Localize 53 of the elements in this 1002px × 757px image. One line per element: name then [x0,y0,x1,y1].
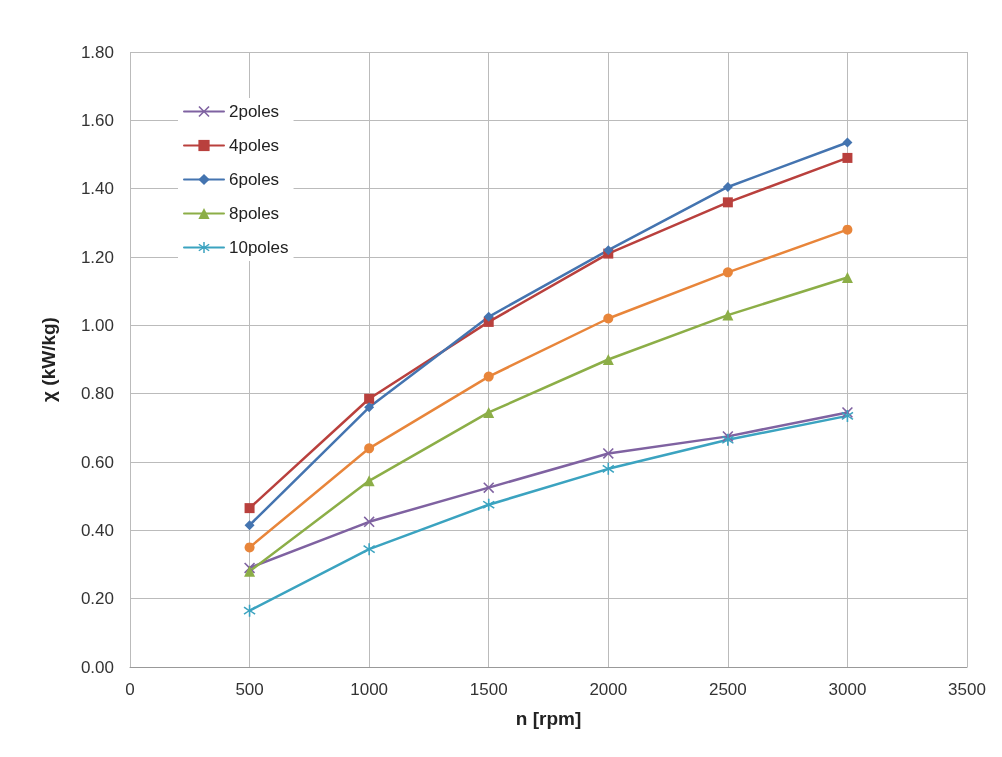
point [363,516,375,528]
point [842,224,853,235]
x-tick-label: 3500 [948,680,986,699]
legend-label: 6poles [229,170,280,189]
point [841,272,853,283]
x-axis-title: n [rpm] [515,708,582,729]
y-tick-label: 0.80 [80,384,114,404]
legend-label: 4poles [229,136,280,155]
x-tick-label: 3000 [828,680,867,699]
point [483,482,495,494]
point [602,462,615,475]
point [483,406,495,418]
point [364,443,375,454]
legend-label: 8poles [229,204,280,223]
x-tick-label: 1000 [350,680,389,699]
point [483,371,494,382]
point [364,393,375,404]
point [244,503,255,514]
x-tick-label: 1500 [469,680,508,699]
point [244,542,255,553]
x-tick-label: 500 [235,680,264,699]
legend-label: 2poles [229,102,280,121]
y-tick-label: 1.60 [80,110,114,130]
y-tick-label: 1.40 [80,179,114,199]
y-tick-label: 1.80 [80,42,114,62]
y-tick-label: 0.00 [80,657,114,677]
x-tick-label: 2000 [589,680,628,699]
point [842,152,853,163]
point [363,543,376,556]
point [483,311,494,322]
point [603,313,614,324]
y-tick-label: 0.60 [80,452,114,472]
point [722,267,733,278]
point [364,402,375,413]
point [842,137,853,148]
y-tick-label: 0.20 [80,589,114,609]
point [722,197,733,208]
point [482,498,495,511]
point [602,447,614,459]
legend-label: 10poles [229,238,289,257]
point [363,475,375,487]
point [722,309,734,321]
x-tick-label: 0 [125,680,135,699]
y-tick-label: 1.20 [80,247,114,267]
point [602,354,614,365]
point [721,433,734,446]
point [244,520,255,531]
y-tick-label: 1.00 [80,315,114,335]
x-tick-label: 2500 [708,680,747,699]
point [841,409,854,422]
y-axis-title: χ (kW/kg) [38,317,59,402]
y-tick-label: 0.40 [80,520,114,540]
point [722,181,733,192]
